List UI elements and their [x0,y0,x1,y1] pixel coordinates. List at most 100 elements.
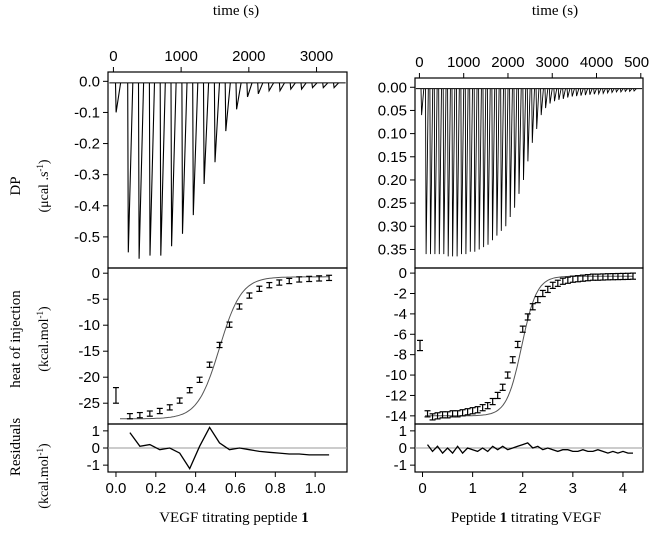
data-point [559,277,566,285]
data-point [479,404,486,412]
data-point [464,408,471,416]
data-point [499,383,506,391]
data-point [564,276,571,284]
data-point [459,409,466,417]
data-point [594,273,601,281]
x-tick-label: 0.8 [265,480,286,497]
injection-peak [420,88,425,116]
injection-peak [588,88,593,95]
y-tick-label: 0.0 [79,73,100,90]
injection-peak [192,82,199,216]
data-point [146,410,153,417]
fit-curve [120,276,330,420]
injection-peak [593,88,597,95]
injection-peak [482,88,487,248]
y-tick-label: -0.5 [74,229,100,246]
right-caption: Peptide 1 titrating VEGF [451,510,601,526]
y-tick-label: -6 [394,326,407,343]
injection-peak [473,88,478,252]
data-point [316,275,323,282]
y-tick-label: -25 [78,395,100,412]
x-tick-label: 3000 [536,54,569,71]
y-tick-label: -8 [394,347,407,364]
injection-peak [531,88,535,143]
data-point [519,325,526,333]
panel-frame [414,267,644,425]
data-point [126,413,133,420]
data-point [176,397,183,404]
y-tick-label: -0.2 [74,136,100,153]
data-point [629,272,636,280]
x-tick-label: 0.6 [225,480,246,497]
injection-peak [584,88,589,96]
data-point [326,274,333,282]
injection-peak [447,88,451,257]
injection-peak [633,88,637,92]
data-point [534,295,541,304]
data-point [509,356,516,364]
data-point [216,341,223,349]
data-point [434,412,441,420]
y-tick-label: 0.10 [378,126,407,143]
injection-peak [548,88,553,104]
x-tick-label: 1 [468,480,476,497]
y-tick-label: -0.1 [74,104,100,121]
injection-peak [540,88,544,116]
data-point [156,407,163,415]
data-point [504,371,511,379]
right-time-label: time (s) [532,3,578,19]
injection-peak [433,88,438,255]
injection-peak [202,82,210,185]
y-tick-label: -15 [78,343,100,360]
injection-peak [267,82,275,93]
injection-peak [504,88,509,227]
data-point [584,274,591,282]
x-tick-label: 2000 [232,48,265,65]
injection-peak [562,88,566,99]
y-tick-label: -5 [87,291,100,308]
injection-peak [579,88,584,96]
injection-peak [246,82,253,98]
y-tick-label: 0.25 [378,195,407,212]
data-point [424,410,431,418]
data-point [449,410,456,418]
x-tick-label: 1.0 [305,480,326,497]
injection-peak [486,88,491,245]
data-point [599,273,606,281]
injection-peak [429,88,434,255]
injection-peak [544,88,549,109]
data-point [196,376,203,383]
injection-peak [602,88,606,95]
data-point [186,387,193,394]
data-point [454,410,461,418]
injection-peak [257,82,264,95]
injection-peak [500,88,504,231]
data-point [579,274,586,282]
data-point [589,273,596,281]
data-point [439,411,446,419]
injection-peak [619,88,624,94]
injection-peak [451,88,456,257]
residual-line [426,442,633,455]
injection-peak [300,82,307,91]
x-tick-label: 1000 [447,54,480,71]
left-dp-panel: 0 1000 2000 3000 0.0 -0.1 -0.2 -0.3 -0.4 -0.5 [74,48,348,269]
data-point [529,303,536,311]
x-tick-label: 3000 [300,48,333,65]
injection-peak [278,82,285,93]
data-point [539,289,546,298]
injection-peak [425,88,429,255]
x-tick-label: 4000 [580,54,613,71]
data-point [619,272,626,281]
y-tick-label: -12 [385,387,407,404]
injection-peak [114,82,122,113]
fit-curve [425,275,633,417]
y-tick-label: 0.20 [378,172,407,189]
data-point [266,281,273,289]
injection-peak [148,82,156,256]
x-tick-label: 2000 [491,54,524,71]
data-point [489,397,496,406]
injection-peak [213,82,221,163]
